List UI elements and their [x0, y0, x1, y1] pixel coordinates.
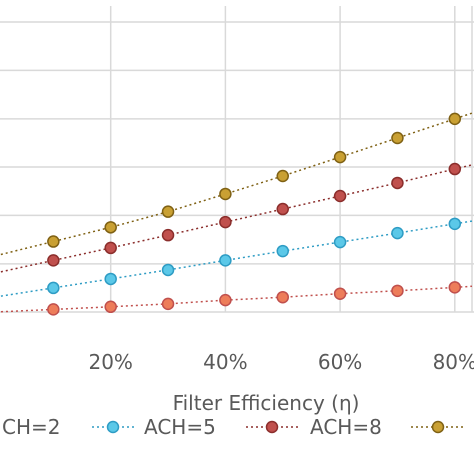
- data-point-s4-2: [104, 221, 117, 234]
- x-tick-label-1: 40%: [203, 350, 247, 374]
- data-point-s3-4: [219, 215, 232, 229]
- series-line-2: [0, 220, 473, 298]
- data-point-s2-2: [104, 272, 117, 286]
- legend-label-2: ACH=5: [144, 415, 216, 439]
- data-point-s3-1: [47, 254, 60, 267]
- data-point-s2-8: [448, 217, 462, 231]
- data-point-s4-7: [391, 131, 404, 145]
- data-point-s3-3: [161, 228, 175, 242]
- data-point-s1-8: [448, 281, 462, 294]
- x-tick-label-3: 80%: [433, 350, 474, 374]
- legend: CH=2 ACH=5 ACH=8: [2, 415, 466, 439]
- data-point-s4-5: [276, 169, 289, 183]
- data-point-s1-6: [333, 287, 347, 300]
- data-point-s3-7: [391, 176, 404, 190]
- legend-label-3: ACH=8: [310, 415, 382, 439]
- data-point-s2-4: [219, 254, 232, 267]
- x-tick-label-2: 60%: [318, 350, 362, 374]
- x-axis-title: Filter Efficiency (η): [173, 391, 360, 415]
- series-line-1: [0, 285, 473, 313]
- legend-marker-3: [265, 420, 279, 434]
- data-point-s1-3: [161, 297, 175, 311]
- data-point-s2-1: [47, 281, 60, 295]
- data-point-s2-7: [391, 226, 404, 240]
- data-points: [47, 112, 462, 316]
- series-lines: [0, 112, 473, 313]
- data-point-s3-2: [104, 241, 117, 255]
- x-axis-tick-labels: 20% 40% 60% 80%: [88, 350, 474, 374]
- data-point-s4-8: [448, 112, 462, 126]
- data-point-s4-1: [47, 235, 60, 248]
- data-point-s2-3: [161, 263, 175, 277]
- data-point-s3-6: [333, 189, 347, 203]
- legend-marker-4: [431, 420, 445, 434]
- series-line-3: [0, 164, 473, 273]
- data-point-s1-2: [104, 300, 117, 314]
- data-point-s4-3: [161, 205, 175, 218]
- data-point-s1-4: [219, 293, 232, 307]
- legend-marker-2: [106, 420, 120, 434]
- data-point-s1-1: [47, 303, 60, 316]
- data-point-s3-8: [448, 162, 462, 176]
- data-point-s4-6: [333, 150, 347, 164]
- data-point-s1-7: [391, 284, 404, 298]
- data-point-s1-5: [276, 290, 289, 304]
- x-tick-label-0: 20%: [88, 350, 132, 374]
- data-point-s4-4: [219, 187, 232, 201]
- data-point-s2-6: [333, 235, 347, 249]
- data-point-s3-5: [276, 202, 289, 216]
- data-point-s2-5: [276, 244, 289, 258]
- legend-label-1: CH=2: [2, 415, 61, 439]
